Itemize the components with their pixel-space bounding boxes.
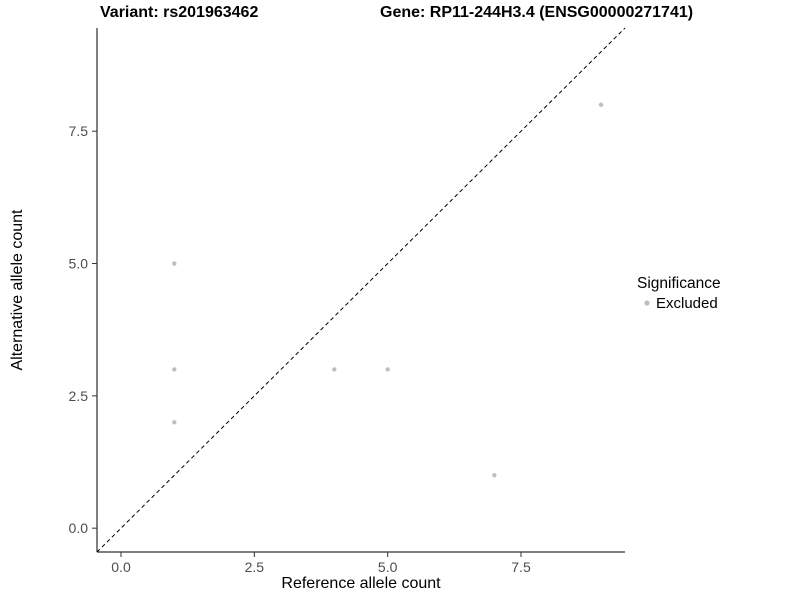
data-point: [385, 367, 390, 372]
data-point: [172, 367, 177, 372]
y-tick-label: 5.0: [69, 256, 89, 272]
x-tick-label: 7.5: [511, 559, 531, 575]
x-tick-label: 2.5: [245, 559, 265, 575]
plot-title-variant: Variant: rs201963462: [100, 4, 258, 21]
plot-title-gene: Gene: RP11-244H3.4 (ENSG00000271741): [380, 4, 693, 21]
data-point: [492, 473, 497, 478]
identity-line: [96, 27, 626, 553]
y-axis-label: Alternative allele count: [9, 209, 26, 371]
x-tick-label: 0.0: [111, 559, 131, 575]
x-axis-label: Reference allele count: [281, 575, 441, 592]
legend-key-excluded-icon: [644, 300, 650, 306]
y-tick-label: 0.0: [69, 520, 89, 536]
data-point: [172, 420, 177, 425]
legend-title: Significance: [637, 275, 721, 292]
data-point: [598, 102, 604, 107]
legend: Significance Excluded: [637, 275, 721, 312]
y-tick-label: 2.5: [69, 388, 89, 404]
y-tick-label: 7.5: [69, 123, 89, 139]
legend-label-excluded: Excluded: [656, 295, 718, 312]
plot-panel: 0.0 2.5 5.0 7.5 0.0 2.5 5.0 7.5: [69, 27, 626, 575]
x-tick-label: 5.0: [378, 559, 398, 575]
data-point: [332, 367, 337, 372]
data-point: [172, 261, 177, 266]
